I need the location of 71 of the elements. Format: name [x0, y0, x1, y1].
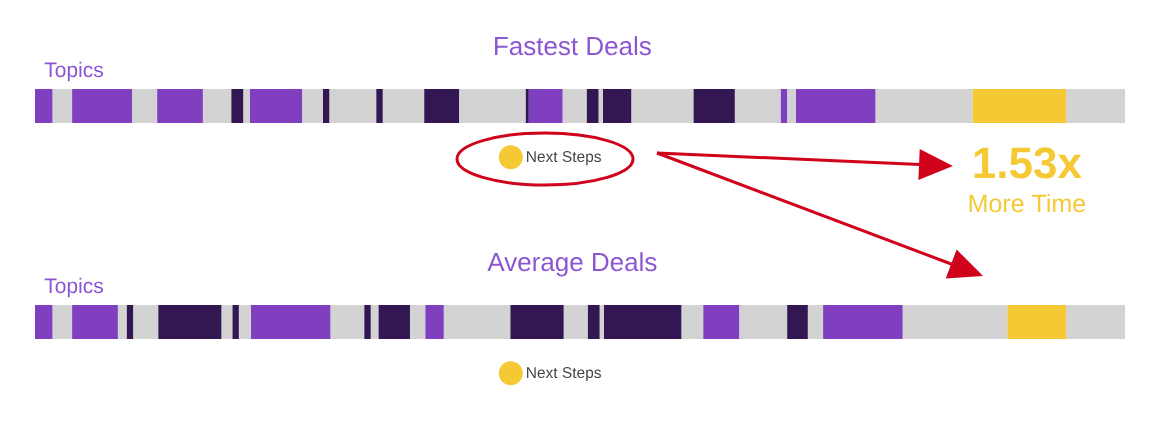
- bar: [72, 88, 133, 123]
- bar: [250, 304, 331, 339]
- bar: [587, 304, 600, 339]
- bar: [35, 88, 53, 123]
- bar: [563, 304, 588, 339]
- bar: [807, 304, 824, 339]
- bar: [787, 88, 796, 123]
- bar: [510, 304, 564, 339]
- bar: [72, 304, 118, 339]
- bar: [364, 304, 371, 339]
- bar: [232, 304, 239, 339]
- bar: [598, 88, 603, 123]
- y-tick-label: Topics: [44, 61, 103, 82]
- bar: [231, 88, 244, 123]
- bar: [409, 304, 426, 339]
- bar: [780, 88, 788, 123]
- bar: [221, 304, 233, 339]
- bar: [243, 88, 250, 123]
- text: Fastest Deals: [495, 36, 651, 56]
- bar: [443, 304, 511, 339]
- bar: [734, 88, 781, 123]
- bar: [599, 304, 604, 339]
- bar: [795, 88, 876, 123]
- bar: [117, 304, 127, 339]
- bar: [238, 304, 251, 339]
- bar: [525, 88, 529, 123]
- bar: [157, 88, 203, 123]
- bar: [376, 88, 383, 123]
- bar: [330, 304, 365, 339]
- bar: [1007, 304, 1067, 339]
- bar: [202, 88, 232, 123]
- bar: [126, 304, 134, 339]
- text: 1.53x: [974, 147, 1082, 179]
- text: More Time: [969, 193, 1086, 213]
- bar: [631, 88, 694, 123]
- bar: [132, 88, 158, 123]
- bar: [52, 304, 73, 339]
- bar: [35, 304, 53, 339]
- bar: [133, 304, 159, 339]
- bar: [681, 304, 704, 339]
- bar: [528, 88, 563, 123]
- bar: [52, 88, 73, 123]
- bar: [972, 88, 1067, 123]
- bar: [459, 88, 526, 123]
- bar: [787, 304, 808, 339]
- bar: [739, 304, 788, 339]
- bar: [562, 88, 587, 123]
- bar: [329, 88, 377, 123]
- bar: [875, 88, 973, 123]
- bar: [902, 304, 1008, 339]
- bar: [1066, 88, 1125, 123]
- bar: [603, 304, 682, 339]
- legend-label: Next Steps: [527, 151, 601, 166]
- bar: [586, 88, 599, 123]
- bar: [249, 88, 303, 123]
- bar: [322, 88, 330, 123]
- bar: [693, 88, 735, 123]
- bar: [425, 304, 444, 339]
- bar: [370, 304, 379, 339]
- bar: [602, 88, 632, 123]
- bar: [1066, 304, 1125, 339]
- y-tick-label: Topics: [44, 277, 103, 298]
- bar: [424, 88, 460, 123]
- bar: [302, 88, 323, 123]
- bar: [378, 304, 410, 339]
- bar: [158, 304, 222, 339]
- bar: [703, 304, 740, 339]
- bar: [382, 88, 425, 123]
- bar: [823, 304, 903, 339]
- chart-title: Average Deals: [487, 252, 657, 277]
- legend-label: Next Steps: [527, 367, 601, 382]
